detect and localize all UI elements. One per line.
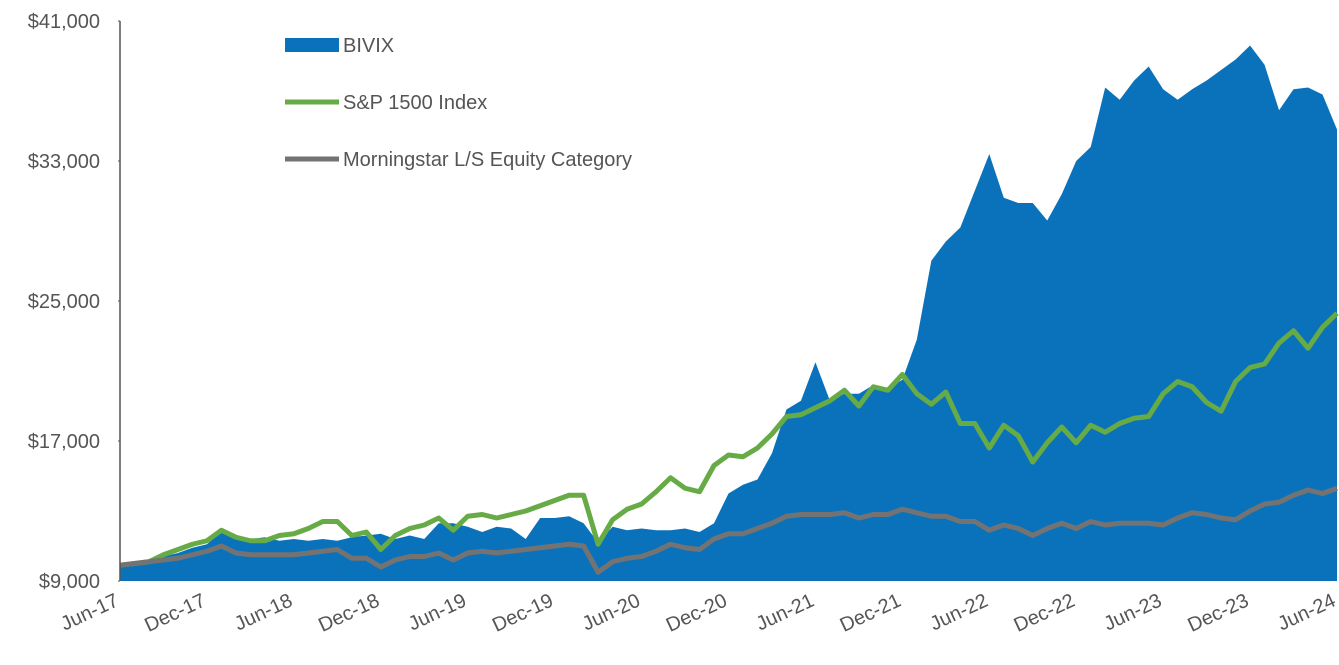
x-tick-label: Dec-18 bbox=[315, 590, 383, 637]
x-tick-label: Jun-19 bbox=[405, 590, 470, 636]
x-tick-label: Jun-23 bbox=[1101, 590, 1166, 636]
x-tick-label: Jun-17 bbox=[57, 590, 122, 636]
legend-swatch bbox=[285, 38, 339, 52]
x-tick-label: Dec-20 bbox=[663, 590, 731, 637]
x-tick-label: Dec-21 bbox=[837, 590, 905, 637]
x-tick-label: Dec-23 bbox=[1184, 590, 1252, 637]
line bbox=[119, 485, 1338, 575]
x-tick-label: Jun-24 bbox=[1274, 590, 1339, 636]
x-tick-label: Jun-22 bbox=[927, 590, 992, 636]
x-tick-label: Dec-22 bbox=[1011, 590, 1079, 637]
legend-label: BIVIX bbox=[343, 35, 394, 57]
legend-label: S&P 1500 Index bbox=[343, 92, 487, 114]
y-tick-label: $9,000 bbox=[39, 571, 100, 593]
x-tick-label: Jun-18 bbox=[231, 590, 296, 636]
line bbox=[119, 311, 1339, 568]
area bbox=[120, 45, 1337, 581]
x-tick-label: Jun-20 bbox=[579, 590, 644, 636]
x-tick-label: Jun-21 bbox=[753, 590, 818, 636]
x-tick-label: Dec-17 bbox=[141, 590, 209, 637]
x-tick-label: Dec-19 bbox=[489, 590, 557, 637]
legend-label: Morningstar L/S Equity Category bbox=[343, 149, 632, 171]
y-tick-label: $25,000 bbox=[28, 291, 100, 313]
y-tick-label: $41,000 bbox=[28, 11, 100, 33]
y-tick-label: $33,000 bbox=[28, 151, 100, 173]
y-tick-label: $17,000 bbox=[28, 431, 100, 453]
